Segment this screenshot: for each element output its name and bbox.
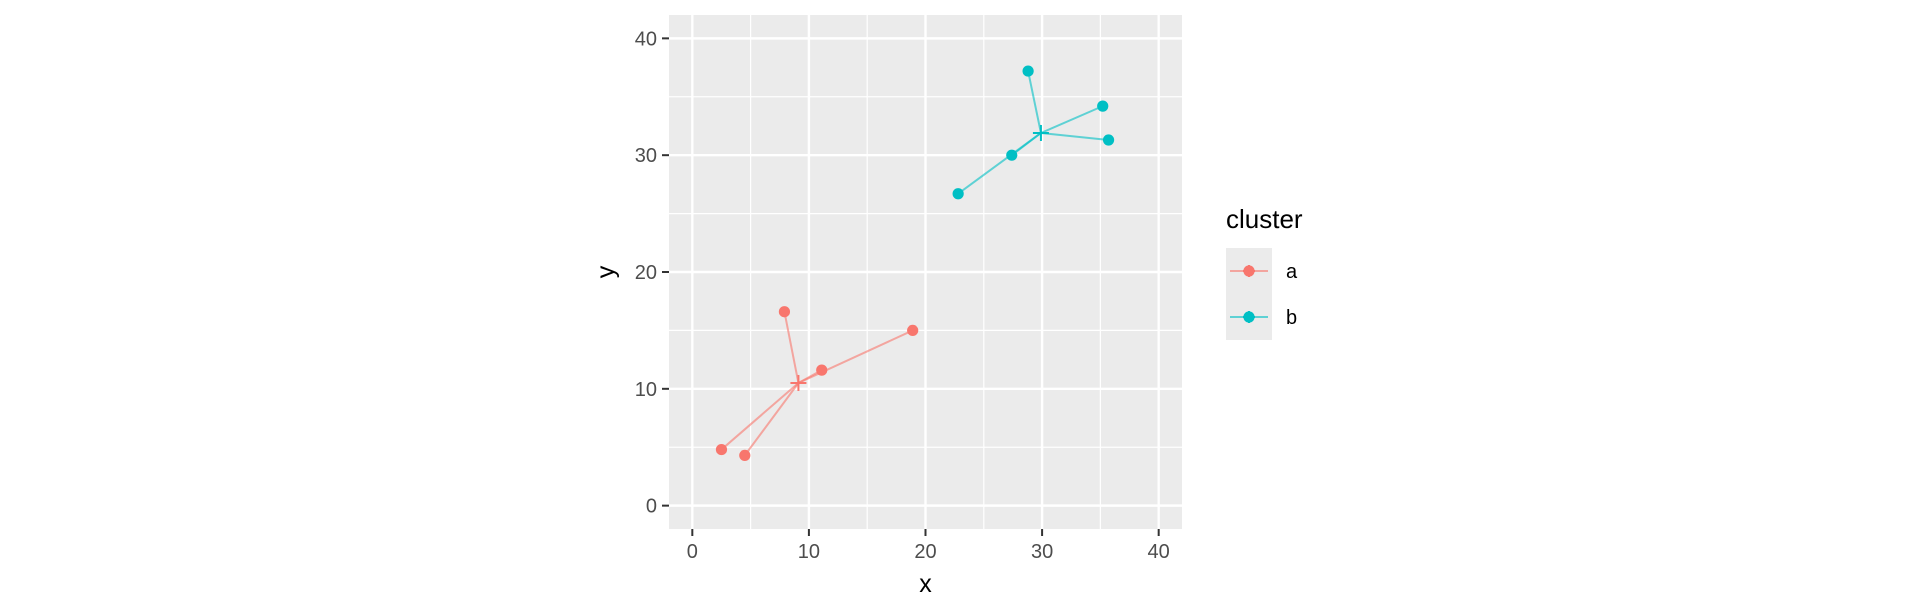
x-tick-label: 10 [798, 541, 820, 563]
centroid-segments [720, 70, 1109, 456]
data-point-b [1022, 65, 1034, 77]
centroid-segment-a [797, 329, 914, 384]
data-point-b [1097, 100, 1109, 112]
legend-label-a: a [1286, 261, 1298, 283]
data-point-a [907, 324, 919, 337]
centroid-a [790, 374, 807, 391]
centroid-segment-a [720, 382, 800, 451]
x-axis-title: x [919, 570, 932, 598]
x-tick-label: 30 [1031, 541, 1053, 563]
data-point-a [715, 443, 728, 456]
x-axis: 0 10 20 30 40 [687, 529, 1170, 563]
centroid-segment-a [783, 311, 800, 384]
y-axis-title: y [592, 265, 620, 278]
centroid-segment-a [743, 382, 800, 456]
x-tick-label: 0 [687, 541, 698, 563]
y-tick-label: 10 [635, 379, 657, 401]
y-tick-label: 0 [646, 496, 657, 518]
centroid-markers [790, 124, 1049, 391]
data-point-a [739, 449, 751, 462]
y-tick-label: 40 [635, 28, 657, 50]
x-tick-label: 40 [1148, 541, 1170, 563]
centroid-segment-b [1011, 132, 1042, 156]
y-tick-label: 20 [635, 262, 657, 284]
data-point-b [1102, 134, 1115, 146]
legend-label-b: b [1286, 307, 1297, 329]
legend-item-b: b [1226, 294, 1297, 340]
data-point-a [778, 306, 791, 318]
data-points [715, 65, 1115, 462]
x-tick-label: 20 [914, 541, 936, 563]
centroid-segment-b [1040, 105, 1104, 134]
data-point-b [1006, 149, 1018, 161]
data-point-b [952, 188, 964, 200]
legend: cluster a b [1226, 204, 1303, 340]
centroid-b [1032, 124, 1049, 141]
y-tick-label: 30 [635, 145, 657, 167]
centroid-segment-b [1027, 70, 1042, 134]
legend-title: cluster [1226, 204, 1303, 234]
centroid-segment-b [1040, 131, 1109, 141]
data-point-a [816, 364, 828, 376]
y-axis: 0 10 20 30 40 [635, 28, 669, 518]
major-gridlines [669, 15, 1182, 529]
legend-item-a: a [1226, 248, 1298, 294]
